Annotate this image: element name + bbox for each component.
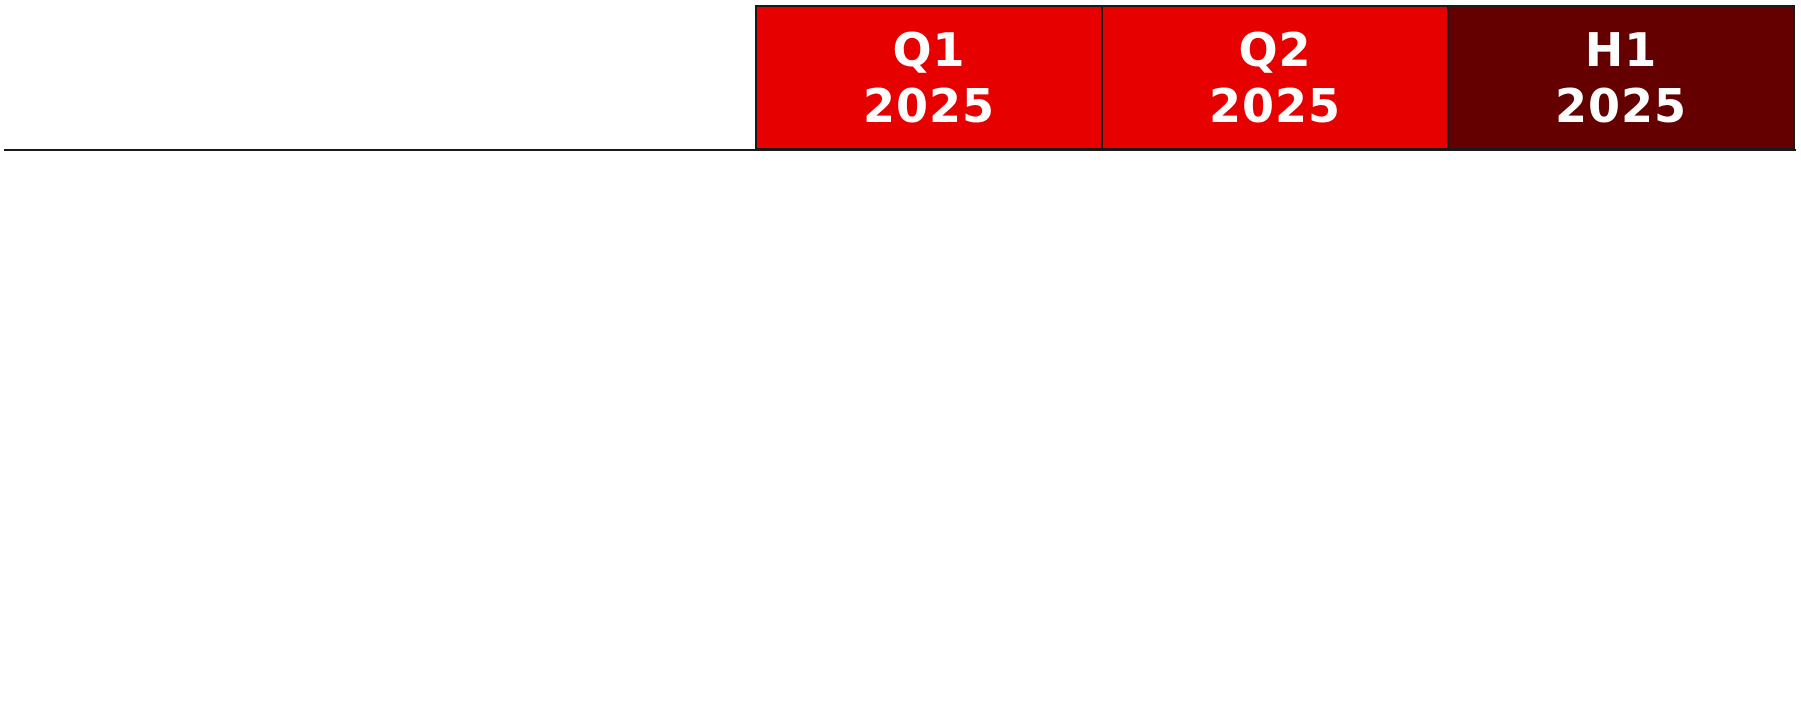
period-label: Q2 bbox=[1238, 22, 1312, 77]
table-header: Q1 2025 Q2 2025 H1 2025 bbox=[0, 0, 1801, 155]
header-divider bbox=[4, 149, 1796, 151]
period-year: 2025 bbox=[1208, 78, 1342, 133]
column-header-q2-2025: Q2 2025 bbox=[1101, 5, 1449, 150]
table-body bbox=[4, 151, 1796, 711]
period-year: 2025 bbox=[862, 78, 996, 133]
period-year: 2025 bbox=[1554, 78, 1688, 133]
row-label-column-header bbox=[4, 5, 755, 151]
period-label: H1 bbox=[1584, 22, 1658, 77]
column-header-h1-2025: H1 2025 bbox=[1447, 5, 1795, 150]
column-header-q1-2025: Q1 2025 bbox=[755, 5, 1103, 150]
period-label: Q1 bbox=[892, 22, 966, 77]
